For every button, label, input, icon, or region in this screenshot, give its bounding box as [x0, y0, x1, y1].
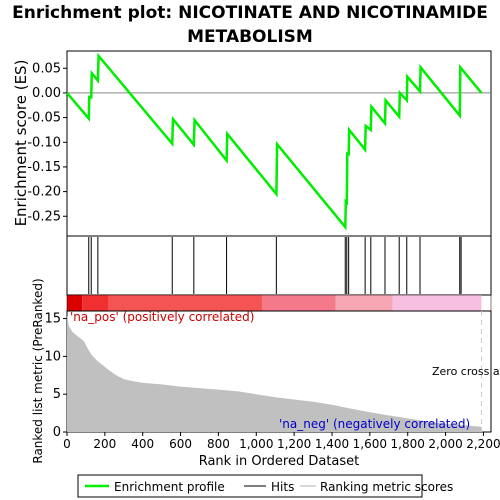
- x-tick-label: 1,200: [277, 437, 311, 451]
- zero-cross-label: Zero cross at 1: [432, 365, 500, 378]
- hits-markers: [88, 237, 462, 294]
- ranking-color-bar: [66, 294, 492, 312]
- es-y-axis: 0.05 0.00 -0.05 -0.10 -0.15 -0.20 -0.25: [27, 61, 67, 224]
- pos-correlated-label: 'na_pos' (positively correlated): [70, 310, 254, 324]
- x-tick-label: 600: [169, 437, 192, 451]
- color-bar-segment: [82, 295, 109, 311]
- color-bar-segment: [335, 295, 393, 311]
- es-y-tick-label: 0.00: [32, 86, 61, 101]
- metric-x-axis: 0 200 400 600 800 1,000 1,200 1,400 1,600 1,800 2,…: [63, 432, 500, 451]
- metric-x-axis-label: Rank in Ordered Dataset: [199, 454, 360, 469]
- x-tick-label: 1,800: [391, 437, 425, 451]
- es-y-tick-label: -0.10: [27, 135, 61, 150]
- color-bar-segment: [261, 295, 336, 311]
- metric-y-axis: 0 5 10 15: [44, 312, 67, 440]
- neg-correlated-label: 'na_neg' (negatively correlated): [279, 417, 470, 431]
- es-y-tick-label: -0.05: [27, 111, 61, 126]
- metric-y-tick-label: 10: [44, 349, 61, 364]
- es-y-tick-label: 0.05: [32, 61, 61, 76]
- x-tick-label: 800: [207, 437, 230, 451]
- x-tick-label: 0: [63, 437, 71, 451]
- x-tick-label: 1,000: [239, 437, 273, 451]
- legend: Enrichment profile Hits Ranking metric sco…: [85, 480, 453, 494]
- enrichment-profile-line: [66, 52, 483, 231]
- ranking-metric-area: [67, 314, 482, 432]
- es-y-tick-label: -0.20: [27, 185, 61, 200]
- legend-label: Enrichment profile: [114, 480, 225, 494]
- hits-panel-frame: [66, 235, 492, 296]
- metric-y-tick-label: 0: [53, 425, 61, 440]
- metric-y-axis-label: Ranked list metric (PreRanked): [31, 278, 45, 463]
- chart-title-line2: METABOLISM: [187, 27, 313, 47]
- es-y-axis-label: Enrichment score (ES): [12, 60, 30, 227]
- es-y-tick-label: -0.25: [27, 209, 61, 224]
- x-tick-label: 1,400: [315, 437, 349, 451]
- chart-title-line1: Enrichment plot: NICOTINATE AND NICOTINA…: [12, 3, 488, 23]
- color-bar-segment: [67, 295, 83, 311]
- color-bar-segment: [392, 295, 482, 311]
- metric-y-tick-label: 5: [53, 387, 61, 402]
- legend-label: Hits: [271, 480, 294, 494]
- x-tick-label: 1,600: [353, 437, 387, 451]
- x-tick-label: 400: [131, 437, 154, 451]
- color-bar-segment: [108, 295, 262, 311]
- es-panel-frame: [66, 50, 492, 237]
- x-tick-label: 2,000: [428, 437, 462, 451]
- x-tick-label: 2,200: [466, 437, 500, 451]
- x-tick-label: 200: [93, 437, 116, 451]
- legend-label: Ranking metric scores: [320, 480, 453, 494]
- metric-y-tick-label: 15: [44, 312, 61, 327]
- es-y-tick-label: -0.15: [27, 160, 61, 175]
